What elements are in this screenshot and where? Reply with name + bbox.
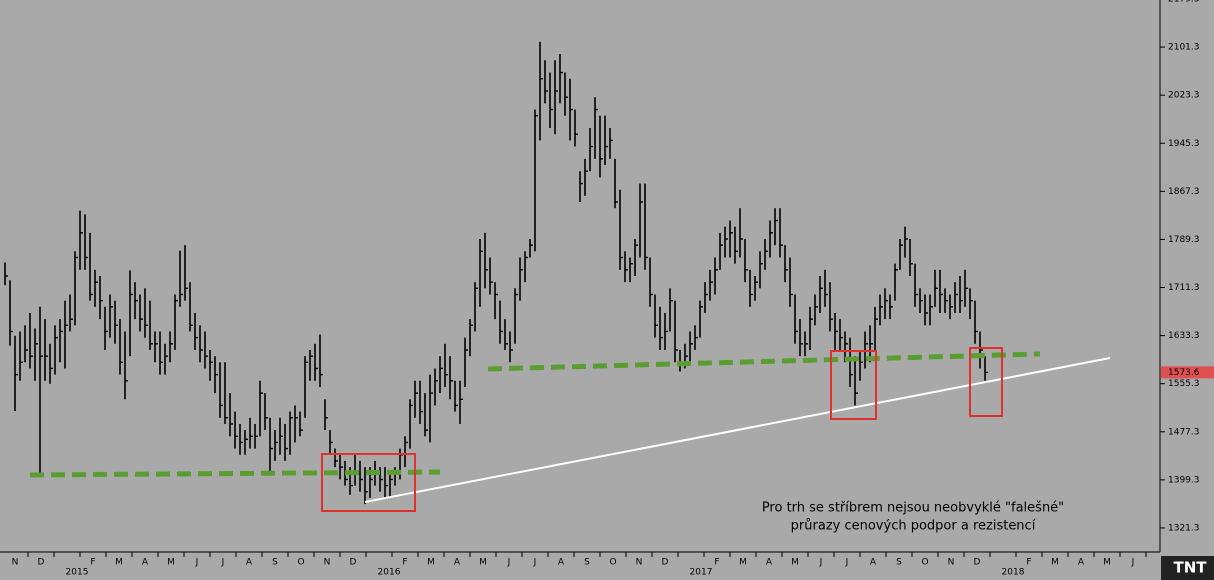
x-tick-label: A [870,558,877,568]
x-tick-label: M [479,558,487,568]
last-price-box [1161,366,1214,379]
x-tick-label: N [948,558,955,568]
x-tick-label: J [507,558,511,568]
x-tick-label: F [1026,558,1031,568]
x-tick-label: N [12,558,19,568]
x-tick-label: M [427,558,435,568]
x-tick-label: S [584,558,590,568]
y-tick-label: 1555.3 [1168,379,1200,389]
y-tick-label: 1711.3 [1168,283,1200,293]
x-tick-label: A [1078,558,1085,568]
x-tick-label: A [454,558,461,568]
highlight-box [969,347,1003,417]
y-tick-label: 1477.3 [1168,427,1200,437]
x-tick-label: D [350,558,357,568]
x-tick-label: M [115,558,123,568]
x-tick-label: N [636,558,643,568]
y-tick-label: 1789.3 [1168,235,1200,245]
last-price-label: 1573.6 [1168,368,1200,378]
x-tick-label: S [272,558,278,568]
x-tick-label: D [38,558,45,568]
logo-box [1161,556,1214,580]
x-tick-label: M [739,558,747,568]
support-line [487,351,1041,372]
x-tick-label: S [896,558,902,568]
bars [4,41,988,505]
x-tick-label: F [402,558,407,568]
x-tick-label: J [819,558,823,568]
x-tick-label: J [195,558,199,568]
x-tick-label: J [533,558,537,568]
x-tick-label: M [791,558,799,568]
y-tick-label: 1321.3 [1168,523,1200,533]
annotation: průrazy cenových podpor a rezistencí [791,519,1036,534]
x-tick-label: M [1103,558,1111,568]
logo: TNT [1173,559,1207,577]
x-tick-label: A [246,558,253,568]
year-label: 2015 [66,568,89,578]
x-tick-label: N [324,558,331,568]
x-tick-label: A [558,558,565,568]
x-tick-label: A [766,558,773,568]
x-tick-label: D [974,558,981,568]
x-tick-label: O [297,558,304,568]
x-tick-label: F [714,558,719,568]
year-label: 2016 [378,568,401,578]
trend-line [364,357,1111,503]
highlight-box [321,453,416,512]
y-tick-label: 1867.3 [1168,187,1200,197]
highlight-box [830,350,877,420]
x-tick-label: M [167,558,175,568]
x-tick-label: O [921,558,928,568]
y-tick-label: 1399.3 [1168,475,1200,485]
x-tick-label: J [845,558,849,568]
year-label: 2017 [690,568,713,578]
x-tick-label: O [609,558,616,568]
y-tick-label: 1945.3 [1168,139,1200,149]
annotation: Pro trh se stříbrem nejsou neobvyklé "fa… [762,501,1064,516]
x-tick-label: F [90,558,95,568]
x-tick-label: M [1051,558,1059,568]
y-tick-label: 2101.3 [1168,43,1200,53]
x-tick-label: D [662,558,669,568]
x-tick-label: J [221,558,225,568]
y-tick-label: 1633.3 [1168,331,1200,341]
y-tick-label: 2179.3 [1168,0,1200,5]
support-line [29,469,441,478]
x-tick-label: J [1131,558,1135,568]
y-tick-label: 2023.3 [1168,91,1200,101]
year-label: 2018 [1002,568,1025,578]
x-tick-label: A [142,558,149,568]
